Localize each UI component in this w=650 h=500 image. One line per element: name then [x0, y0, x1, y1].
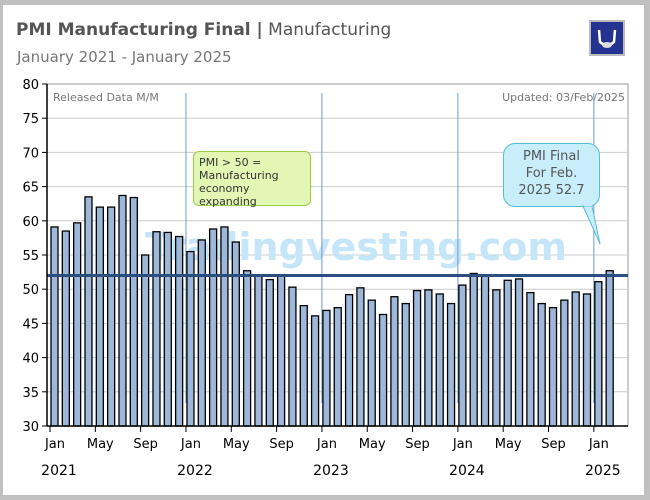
bar: [231, 241, 240, 427]
latest-value-callout: PMI Final For Feb. 2025 52.7: [503, 143, 600, 207]
bar: [50, 226, 59, 427]
bar: [480, 274, 490, 427]
x-tick-label: May: [495, 437, 522, 452]
x-tick-label: May: [87, 437, 114, 452]
bar: [84, 196, 93, 427]
y-tick-label: 55: [22, 249, 39, 264]
x-tick-label: May: [359, 437, 386, 452]
bar: [503, 279, 512, 427]
bar: [186, 250, 195, 427]
x-tick-label: Jan: [180, 437, 201, 452]
bar: [469, 272, 478, 427]
bar: [73, 222, 82, 427]
threshold-note: PMI > 50 = Manufacturing economy expandi…: [193, 151, 311, 208]
x-tick-label: Jan: [452, 437, 473, 452]
bar: [367, 299, 376, 427]
bar: [242, 270, 252, 427]
bar: [492, 289, 501, 427]
year-label: 2021: [41, 463, 77, 479]
bar: [390, 296, 399, 427]
bar: [594, 281, 603, 427]
bar: [174, 235, 184, 427]
y-tick-label: 40: [22, 352, 39, 367]
bar: [254, 274, 263, 427]
bar: [152, 231, 161, 427]
bar: [61, 230, 70, 427]
note-line: Manufacturing: [199, 169, 279, 182]
y-tick-label: 35: [22, 386, 39, 401]
bar: [288, 286, 297, 427]
year-label: 2024: [449, 463, 485, 479]
bar: [118, 194, 127, 427]
bar: [310, 315, 320, 427]
x-tick-label: Jan: [588, 437, 609, 452]
bar: [344, 294, 354, 427]
x-tick-label: Jan: [44, 437, 65, 452]
bar: [220, 226, 229, 427]
x-tick-label: Sep: [269, 437, 294, 452]
bar: [571, 291, 580, 427]
bar: [197, 239, 206, 427]
x-tick-label: Jan: [316, 437, 337, 452]
updated-label: Updated: 03/Feb/2025: [502, 91, 625, 104]
y-tick-label: 50: [22, 283, 39, 298]
callout-line: PMI Final: [523, 149, 580, 164]
y-tick-label: 75: [22, 112, 39, 127]
bull-horns-logo-icon: [589, 20, 625, 56]
note-line: economy expanding: [199, 182, 257, 208]
bar: [129, 196, 138, 427]
bar: [276, 275, 286, 427]
x-tick-label: Sep: [133, 437, 158, 452]
year-label: 2025: [585, 463, 621, 479]
bar: [424, 289, 433, 427]
y-tick-label: 80: [22, 78, 39, 93]
bar: [582, 293, 592, 427]
callout-line: For Feb.: [525, 166, 578, 181]
bar: [446, 302, 456, 427]
bar: [526, 291, 535, 427]
bar: [208, 228, 218, 427]
bar: [458, 284, 467, 427]
y-tick-label: 60: [22, 215, 39, 230]
bar: [435, 293, 444, 427]
bar: [265, 278, 274, 427]
bar: [163, 231, 172, 427]
bar: [401, 302, 410, 427]
x-tick-label: Sep: [541, 437, 566, 452]
bar: [537, 302, 546, 427]
y-tick-label: 70: [22, 146, 39, 161]
bar: [140, 254, 150, 427]
y-tick-label: 45: [22, 317, 39, 332]
y-tick-label: 65: [22, 181, 39, 196]
bar: [560, 299, 569, 427]
bar: [412, 289, 422, 427]
bar: [299, 304, 308, 427]
watermark: Tradingvesting.com: [145, 225, 567, 269]
chart-title: PMI Manufacturing Final | Manufacturing: [16, 20, 392, 40]
year-label: 2023: [313, 463, 349, 479]
chart-subtitle: January 2021 - January 2025: [17, 48, 232, 66]
bar: [548, 307, 558, 427]
bar: [107, 206, 116, 427]
bar: [605, 270, 614, 427]
y-tick-label: 30: [22, 420, 39, 435]
bar: [514, 278, 524, 427]
year-label: 2022: [177, 463, 213, 479]
bar: [378, 313, 388, 427]
note-line: PMI > 50 =: [199, 156, 262, 169]
bar: [356, 287, 365, 427]
x-tick-label: Sep: [405, 437, 430, 452]
bar: [95, 206, 104, 427]
bar: [333, 307, 342, 427]
callout-line: 2025 52.7: [518, 183, 585, 198]
x-tick-label: May: [223, 437, 250, 452]
released-data-label: Released Data M/M: [53, 91, 159, 104]
bar: [322, 309, 331, 427]
